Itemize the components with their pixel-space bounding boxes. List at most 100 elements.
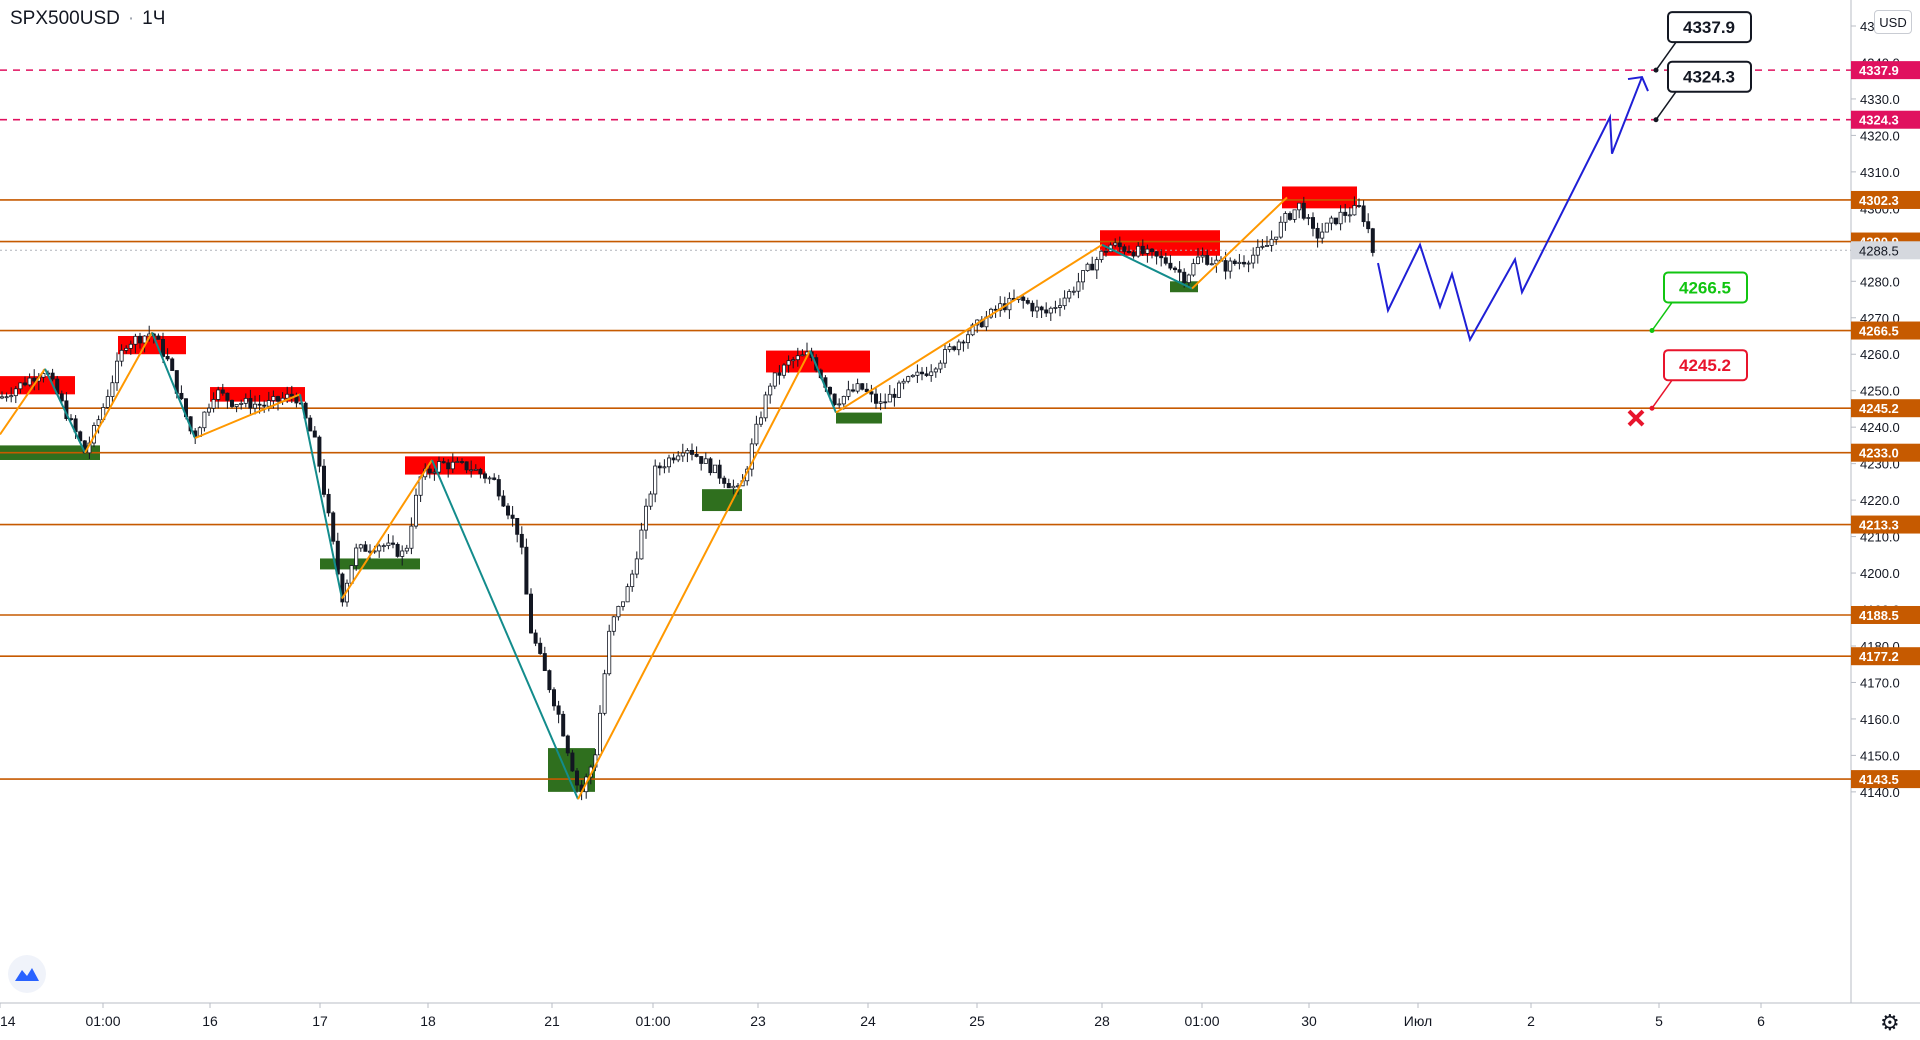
candle-body xyxy=(436,461,441,473)
candle-body xyxy=(644,505,649,531)
candle-body xyxy=(607,630,612,675)
candle-body xyxy=(137,335,142,344)
target-price-label: 4337.9 xyxy=(1859,63,1899,78)
candle-body xyxy=(312,430,317,438)
candle-body xyxy=(432,471,437,474)
callout-pointer xyxy=(1655,41,1677,71)
y-tick-label: 4320.0 xyxy=(1860,128,1900,143)
candle-body xyxy=(1025,300,1030,304)
candle-body xyxy=(915,371,920,376)
candle-body xyxy=(9,395,14,398)
candle-body xyxy=(1214,259,1219,265)
candle-body xyxy=(165,356,170,360)
tradingview-logo-icon[interactable] xyxy=(8,955,46,993)
supply-zone xyxy=(405,456,485,475)
candle-body xyxy=(1260,245,1265,248)
zigzag-segment xyxy=(835,243,1103,414)
candle-body xyxy=(754,423,759,445)
candle-body xyxy=(1186,274,1191,284)
currency-badge[interactable]: USD xyxy=(1874,10,1912,34)
demand-zone xyxy=(320,558,420,570)
candle-body xyxy=(846,389,851,397)
candle-body xyxy=(947,346,952,350)
callout-pointer xyxy=(1651,379,1673,409)
candle-body xyxy=(1357,205,1362,207)
candle-body xyxy=(795,355,800,361)
candle-body xyxy=(1182,271,1187,284)
callout-label: 4245.2 xyxy=(1679,356,1731,375)
candle-body xyxy=(878,401,883,404)
candle-body xyxy=(1177,269,1182,273)
candle-body xyxy=(1251,254,1256,264)
candle-body xyxy=(1338,211,1343,225)
candle-body xyxy=(943,349,948,364)
candle-body xyxy=(667,457,672,468)
candle-body xyxy=(611,616,616,632)
candle-body xyxy=(538,642,543,654)
candle-body xyxy=(386,542,391,547)
symbol-header[interactable]: SPX500USD · 1Ч xyxy=(10,8,165,30)
zigzag-segment xyxy=(431,459,579,800)
candle-body xyxy=(59,393,64,402)
candle-body xyxy=(455,461,460,463)
settings-gear-icon[interactable]: ⚙ xyxy=(1880,1010,1900,1035)
candle-body xyxy=(634,558,639,575)
candle-body xyxy=(1136,245,1141,257)
candle-body xyxy=(13,388,18,397)
callout-box xyxy=(1667,11,1752,44)
candle-body xyxy=(671,457,676,461)
candle-body xyxy=(1242,261,1247,265)
candle-body xyxy=(832,393,837,406)
callout-box xyxy=(1663,349,1748,382)
stop-marker-icon xyxy=(1627,409,1645,427)
level-price-label: 4213.3 xyxy=(1859,518,1899,533)
candle-body xyxy=(869,391,874,395)
candle-body xyxy=(768,385,773,396)
candle-body xyxy=(317,436,322,467)
candle-body xyxy=(239,402,244,405)
zigzag-segment xyxy=(84,331,153,454)
candle-body xyxy=(749,443,754,470)
candle-body xyxy=(1127,251,1132,253)
candle-body xyxy=(1306,217,1311,219)
candle-body xyxy=(1329,217,1334,224)
candle-body xyxy=(1237,261,1242,265)
candle-body xyxy=(202,411,207,429)
candle-body xyxy=(252,403,257,409)
candle-body xyxy=(1265,245,1270,247)
candle-body xyxy=(363,544,368,552)
level-price-tag xyxy=(1851,321,1920,340)
interval-label[interactable]: 1Ч xyxy=(142,8,166,29)
level-price-label: 4245.2 xyxy=(1859,401,1899,416)
candle-body xyxy=(32,377,37,382)
candle-body xyxy=(956,341,961,351)
candle-body xyxy=(639,529,644,560)
x-tick-label: 21 xyxy=(544,1013,560,1029)
candle-body xyxy=(105,396,110,408)
candle-body xyxy=(1021,296,1026,301)
candle-body xyxy=(1209,263,1214,266)
candle-body xyxy=(501,495,506,507)
candle-body xyxy=(492,477,497,480)
candle-body xyxy=(565,735,570,754)
callout-anchor xyxy=(1653,67,1659,73)
candle-body xyxy=(938,362,943,370)
candle-body xyxy=(685,449,690,454)
candle-body xyxy=(234,404,239,407)
candle-body xyxy=(1140,245,1145,254)
y-tick-label: 4240.0 xyxy=(1860,420,1900,435)
target-price-label: 4324.3 xyxy=(1859,113,1899,128)
y-tick-label: 4310.0 xyxy=(1860,165,1900,180)
level-price-tag xyxy=(1851,515,1920,534)
candle-body xyxy=(529,593,534,634)
candle-body xyxy=(271,396,276,401)
candle-body xyxy=(1099,250,1104,261)
symbol-name[interactable]: SPX500USD xyxy=(10,8,120,29)
candle-body xyxy=(782,364,787,376)
candle-body xyxy=(690,449,695,455)
candle-body xyxy=(772,372,777,387)
level-price-tag xyxy=(1851,190,1920,209)
